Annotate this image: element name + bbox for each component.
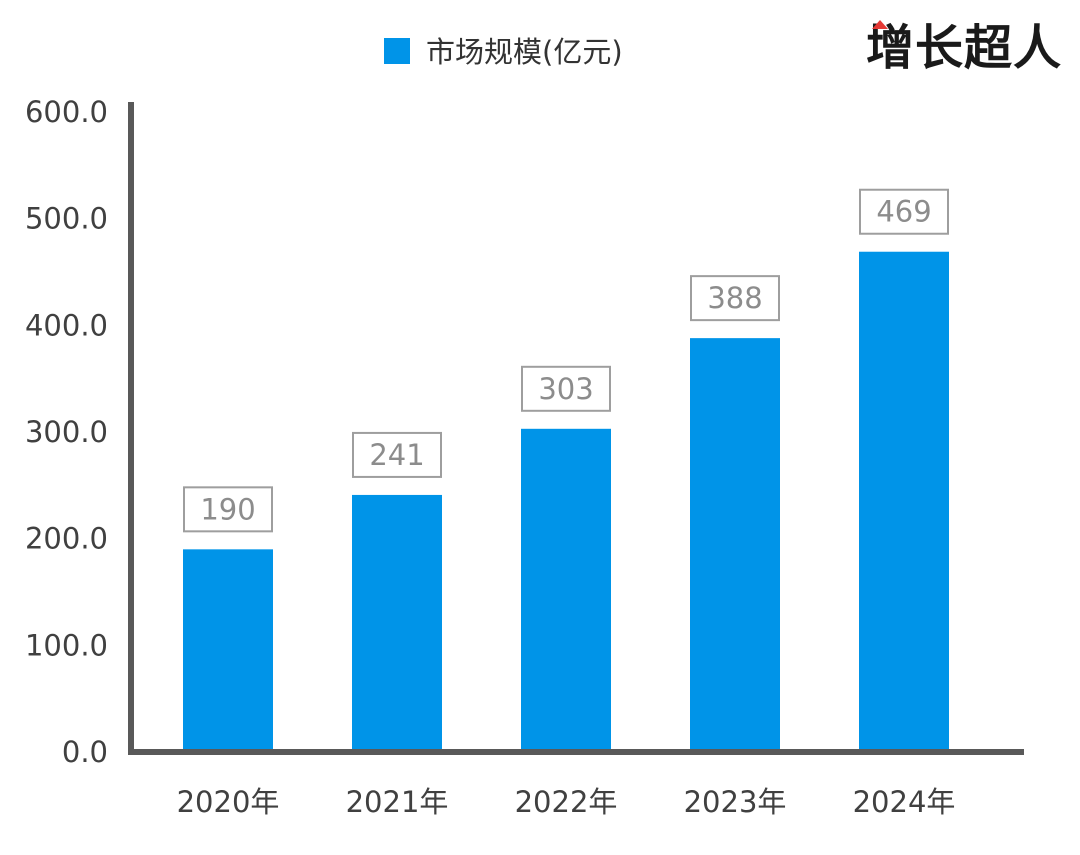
legend-swatch [384, 38, 410, 64]
y-tick-label: 500.0 [25, 202, 108, 236]
y-tick-label: 600.0 [25, 95, 108, 129]
x-category-label: 2020年 [177, 785, 280, 819]
x-category-label: 2023年 [684, 785, 787, 819]
bar [183, 549, 273, 752]
data-label-box [690, 275, 780, 322]
data-label: 388 [707, 281, 762, 315]
brand-logo: 增长超人 [866, 20, 1062, 76]
x-category-label: 2024年 [853, 785, 956, 819]
data-label-box [183, 486, 273, 533]
y-axis-tick-labels: 0.0 100.0 200.0 300.0 400.0 500.0 600.0 [25, 95, 108, 769]
data-label: 469 [876, 195, 931, 229]
y-tick-label: 0.0 [62, 735, 108, 769]
logo-roof-accent [872, 20, 888, 29]
data-label-box [521, 365, 611, 412]
y-tick-label: 200.0 [25, 522, 108, 556]
legend-label: 市场规模(亿元) [426, 35, 623, 69]
bars [183, 251, 949, 752]
data-label: 303 [538, 372, 593, 406]
x-axis-category-labels: 2020年 2021年 2022年 2023年 2024年 [177, 785, 956, 819]
bar [690, 338, 780, 752]
legend: 市场规模(亿元) [384, 35, 623, 69]
y-tick-label: 400.0 [25, 308, 108, 342]
data-label: 241 [369, 438, 424, 472]
bar [521, 428, 611, 752]
data-labels: 190 241 303 388 469 [183, 188, 949, 533]
y-tick-label: 100.0 [25, 628, 108, 662]
x-category-label: 2022年 [515, 785, 618, 819]
bar [859, 251, 949, 752]
data-label-box [352, 431, 442, 478]
x-category-label: 2021年 [346, 785, 449, 819]
data-label: 190 [200, 492, 255, 526]
bar [352, 494, 442, 752]
y-tick-label: 300.0 [25, 415, 108, 449]
data-label-box [859, 188, 949, 235]
logo-text: 增长超人 [866, 20, 1062, 76]
